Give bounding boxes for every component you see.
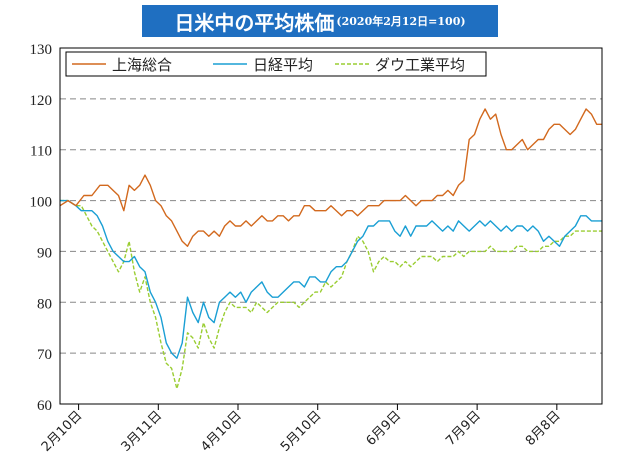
legend: 上海総合 日経平均 ダウ工業平均 — [65, 51, 487, 77]
legend-label-1: 日経平均 — [253, 56, 313, 74]
x-tick-label: 3月11日 — [119, 408, 166, 455]
x-tick-label: 4月10日 — [198, 408, 245, 455]
y-tick-label: 90 — [37, 245, 52, 261]
x-axis: 2月10日 3月11日 4月10日 5月10日 6月9日 7月9日 8月8日 — [39, 404, 564, 455]
x-tick-label: 8月8日 — [523, 408, 564, 449]
legend-box — [65, 51, 487, 77]
chart-title-banner: 日米中の平均株価 (2020年2月12日=100) — [142, 5, 498, 37]
y-tick-label: 80 — [37, 296, 52, 312]
x-tick-label: 5月10日 — [278, 408, 325, 455]
x-tick-label: 7月9日 — [443, 408, 484, 449]
series-line-2 — [60, 199, 602, 390]
y-tick-label: 120 — [30, 93, 53, 109]
y-axis: 60 70 80 90 100 110 120 130 — [30, 42, 53, 414]
legend-label-0: 上海総合 — [112, 56, 172, 74]
series-line-1 — [60, 199, 602, 359]
chart-subtitle: (2020年2月12日=100) — [336, 15, 466, 28]
legend-label-2: ダウ工業平均 — [375, 56, 465, 74]
y-tick-label: 70 — [37, 347, 52, 363]
series-line-0 — [59, 108, 602, 247]
y-tick-label: 60 — [37, 398, 52, 414]
chart-title: 日米中の平均株価 — [174, 10, 335, 35]
y-tick-label: 100 — [30, 195, 53, 211]
x-tick-label: 6月9日 — [364, 408, 405, 449]
series-lines — [59, 108, 602, 390]
plot-frame — [59, 47, 603, 405]
y-tick-label: 130 — [30, 42, 53, 58]
y-tick-label: 110 — [30, 144, 52, 160]
x-tick-label: 2月10日 — [39, 408, 86, 455]
